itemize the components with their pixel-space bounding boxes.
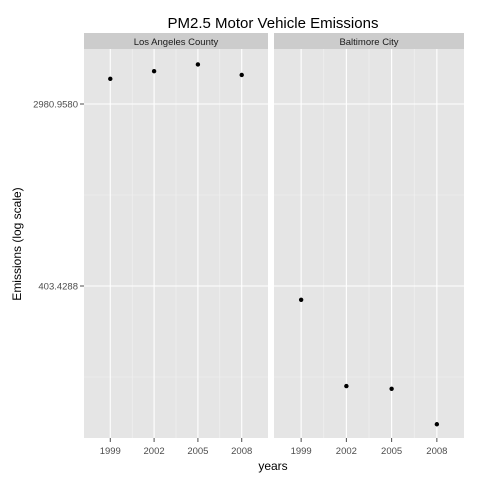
x-tick-label: 2002: [336, 446, 357, 457]
data-point: [344, 383, 349, 389]
data-point: [108, 76, 113, 82]
x-tick-label: 2008: [426, 446, 447, 457]
y-axis-title: Emissions (log scale): [10, 187, 24, 300]
strip-background-2: [274, 33, 464, 49]
panel-grid-2: [274, 49, 464, 438]
panel-points-2: [298, 297, 440, 427]
y-tick-label: 403.4288: [38, 282, 78, 293]
x-tick-label: 2005: [187, 446, 208, 457]
strip-background-1: [84, 33, 268, 49]
x-tick-label: 2005: [381, 446, 402, 457]
strip-label-2: Baltimore City: [339, 37, 398, 48]
data-point: [298, 297, 304, 302]
data-point: [151, 69, 157, 74]
chart-title: PM2.5 Motor Vehicle Emissions: [168, 15, 379, 32]
panel-grid-1: [84, 49, 268, 438]
x-tick-label: 2008: [231, 446, 252, 457]
panel-points-1: [108, 62, 244, 82]
y-axis: 2980.9580 403.4288: [33, 100, 84, 293]
strip-label-1: Los Angeles County: [134, 37, 219, 48]
x-axis-title: years: [258, 459, 287, 473]
x-axis: 1999 2002 2005 2008 1999 2002 2005 2008: [100, 438, 447, 457]
x-tick-label: 1999: [100, 446, 121, 457]
data-point: [239, 72, 244, 78]
x-tick-label: 2002: [144, 446, 165, 457]
y-tick-label: 2980.9580: [33, 100, 78, 111]
x-tick-label: 1999: [291, 446, 312, 457]
data-point: [389, 386, 394, 391]
data-point: [195, 62, 201, 67]
data-point: [434, 422, 440, 427]
